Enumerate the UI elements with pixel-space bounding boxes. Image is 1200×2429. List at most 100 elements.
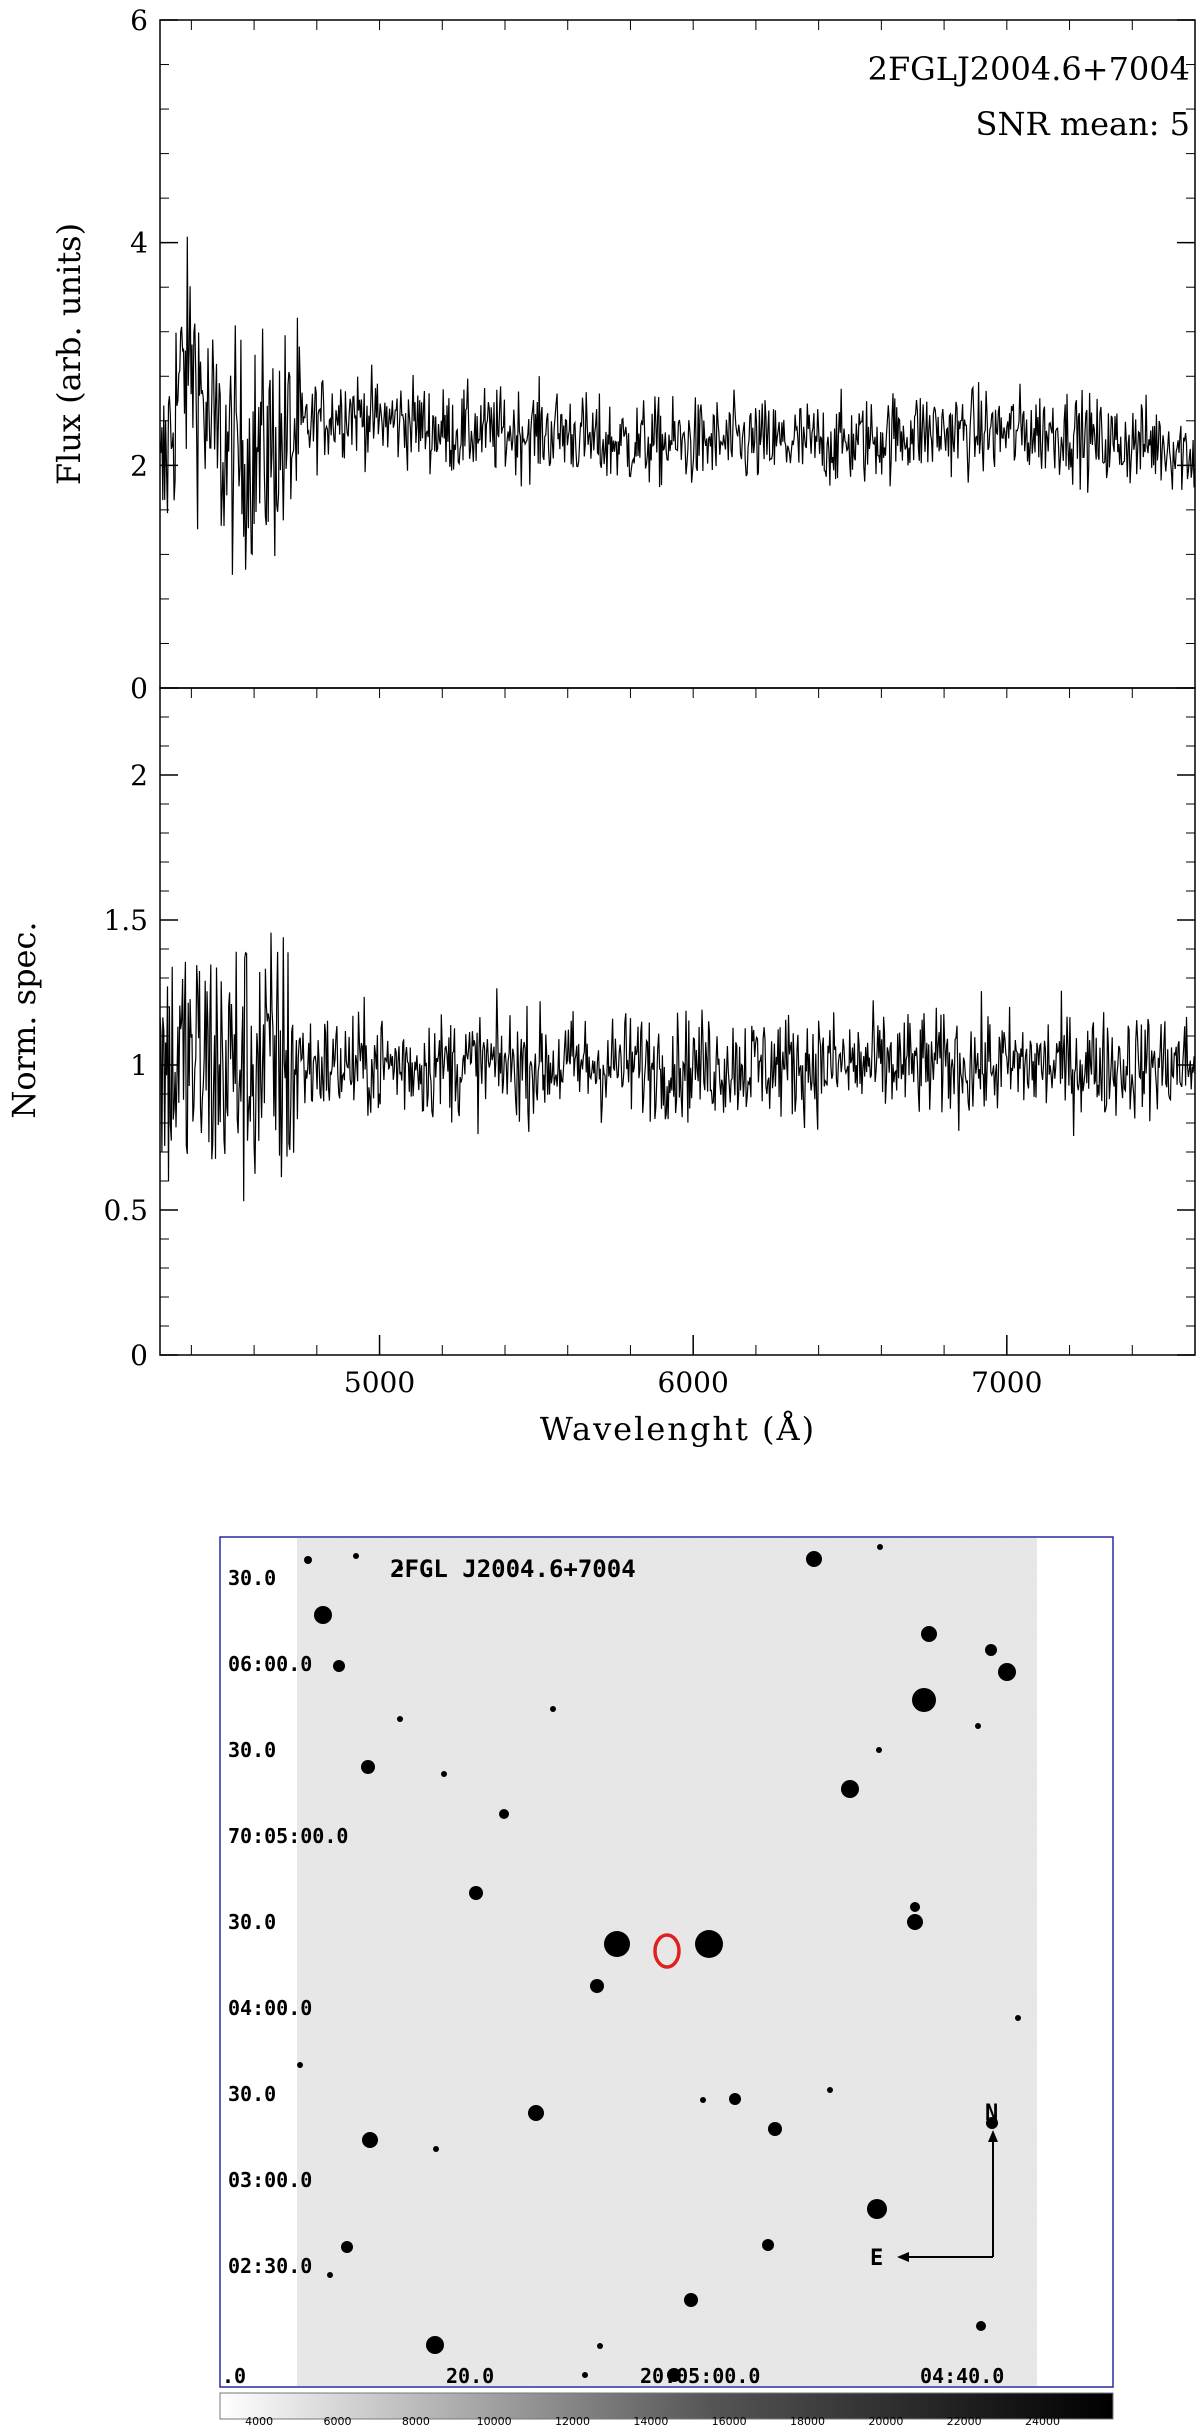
y-tick-label: 0	[130, 672, 148, 705]
dec-tick-label: 30.0	[228, 1738, 276, 1762]
colorbar-tick-label: 6000	[324, 2415, 352, 2428]
star	[397, 1565, 403, 1571]
star	[341, 2241, 353, 2253]
star	[998, 1663, 1016, 1681]
star	[729, 2093, 741, 2105]
bottom-panel: Norm. spec. Wavelenght (Å) 0 0.5 1 1.5 2 500…	[5, 687, 1196, 1448]
colorbar-tick-label: 10000	[477, 2415, 512, 2428]
colorbar-tick-label: 14000	[633, 2415, 668, 2428]
star	[975, 1723, 981, 1729]
top-panel: 2FGLJ2004.6+7004 SNR mean: 5 Flux (arb. …	[50, 4, 1196, 705]
compass-east-label: E	[870, 2246, 883, 2271]
y-tick-label: 1.5	[103, 904, 148, 937]
top-panel-snr-annotation: SNR mean: 5	[976, 105, 1190, 143]
star	[304, 1556, 312, 1564]
ra-tick-label: .0	[222, 2364, 246, 2388]
star-field	[297, 1544, 1021, 2382]
y-tick-label: 2	[130, 449, 148, 482]
star	[361, 1760, 375, 1774]
star	[912, 1688, 936, 1712]
star	[590, 1979, 604, 1993]
compass: N E	[870, 2101, 998, 2271]
star	[314, 1606, 332, 1624]
y-tick-label: 0.5	[103, 1194, 148, 1227]
top-panel-title: 2FGLJ2004.6+7004	[868, 50, 1190, 88]
colorbar-tick-label: 18000	[790, 2415, 825, 2428]
dec-tick-label: 04:00.0	[228, 1996, 312, 2020]
star	[469, 1886, 483, 1900]
star	[986, 2117, 998, 2129]
dec-tick-label: 06:00.0	[228, 1652, 312, 1676]
star	[877, 1544, 883, 1550]
star	[597, 2343, 603, 2349]
star	[528, 2105, 544, 2121]
bottom-panel-x-axis: 5000 6000 7000	[190, 688, 1196, 1399]
compass-north-label: N	[985, 2101, 998, 2126]
colorbar-tick-label: 12000	[555, 2415, 590, 2428]
spectrum-plots: 2FGLJ2004.6+7004 SNR mean: 5 Flux (arb. …	[5, 4, 1196, 1448]
star	[327, 2272, 333, 2278]
star	[768, 2122, 782, 2136]
colorbar-tick-label: 22000	[947, 2415, 982, 2428]
colorbar-tick-label: 20000	[868, 2415, 903, 2428]
star	[433, 2146, 439, 2152]
dec-axis-labels: 30.0 06:00.0 30.0 70:05:00.0 30.0 04:00.0 30.0…	[228, 1566, 348, 2278]
bottom-panel-ylabel: Norm. spec.	[5, 921, 43, 1118]
star	[907, 1914, 923, 1930]
star	[550, 1706, 556, 1712]
finder-title: 2FGL J2004.6+7004	[390, 1555, 636, 1583]
star	[695, 1930, 723, 1958]
star	[910, 1902, 920, 1912]
top-spectrum-line	[159, 236, 1196, 575]
star	[700, 2097, 706, 2103]
colorbar-tick-labels: 4000 6000 8000 10000 12000 14000 16000 18000 200…	[245, 2415, 1060, 2428]
dec-tick-label: 03:00.0	[228, 2168, 312, 2192]
x-tick-label: 6000	[658, 1366, 729, 1399]
star	[333, 1660, 345, 1672]
dec-tick-label: 30.0	[228, 1910, 276, 1934]
star	[921, 1626, 937, 1642]
top-panel-ylabel: Flux (arb. units)	[50, 223, 88, 485]
bottom-panel-y-axis: 0 0.5 1 1.5 2	[103, 687, 1195, 1372]
star	[353, 1553, 359, 1559]
star	[1015, 2015, 1021, 2021]
star	[841, 1780, 859, 1798]
bottom-panel-xlabel: Wavelenght (Å)	[540, 1410, 816, 1448]
star	[604, 1931, 630, 1957]
star	[976, 2321, 986, 2331]
dec-tick-label: 02:30.0	[228, 2254, 312, 2278]
star	[441, 1771, 447, 1777]
colorbar	[219, 2392, 1114, 2420]
star	[426, 2336, 444, 2354]
ra-tick-label: 20:05:00.0	[640, 2364, 760, 2388]
star	[985, 1644, 997, 1656]
x-tick-label: 5000	[344, 1366, 415, 1399]
ra-tick-label: 20.0	[446, 2364, 494, 2388]
dec-tick-label: 70:05:00.0	[228, 1824, 348, 1848]
star	[827, 2087, 833, 2093]
star	[297, 2062, 303, 2068]
ra-tick-label: 04:40.0	[920, 2364, 1004, 2388]
x-tick-label: 7000	[971, 1366, 1042, 1399]
star	[499, 1809, 509, 1819]
y-tick-label: 6	[130, 4, 148, 37]
colorbar-tick-label: 24000	[1025, 2415, 1060, 2428]
star	[867, 2199, 887, 2219]
y-tick-label: 4	[130, 227, 148, 260]
star	[667, 2368, 681, 2382]
ra-axis-labels: .0 20.0 20:05:00.0 04:40.0	[222, 2364, 1004, 2388]
colorbar-tick-label: 4000	[245, 2415, 273, 2428]
y-tick-label: 2	[130, 759, 148, 792]
dec-tick-label: 30.0	[228, 1566, 276, 1590]
colorbar-tick-label: 8000	[402, 2415, 430, 2428]
compass-north-arrowhead	[988, 2130, 998, 2142]
star	[876, 1747, 882, 1753]
star	[684, 2293, 698, 2307]
target-marker	[653, 1933, 681, 1969]
compass-east-arrowhead	[897, 2252, 909, 2262]
star	[762, 2239, 774, 2251]
finder-chart: 2FGL J2004.6+7004 30.0 06:00.0 30.0 70:05:0…	[219, 1536, 1114, 2428]
star	[582, 2372, 588, 2378]
colorbar-tick-label: 16000	[712, 2415, 747, 2428]
bottom-spectrum-line	[159, 932, 1196, 1202]
